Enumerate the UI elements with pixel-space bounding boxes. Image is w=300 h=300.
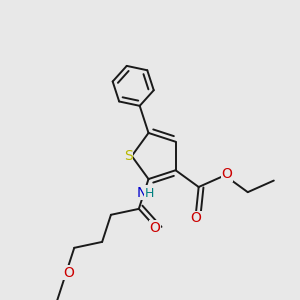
Text: O: O: [149, 221, 160, 235]
Text: O: O: [222, 167, 232, 181]
Text: O: O: [63, 266, 74, 280]
Text: O: O: [190, 211, 201, 225]
Text: H: H: [145, 187, 154, 200]
Text: S: S: [124, 149, 133, 163]
Text: N: N: [136, 186, 147, 200]
